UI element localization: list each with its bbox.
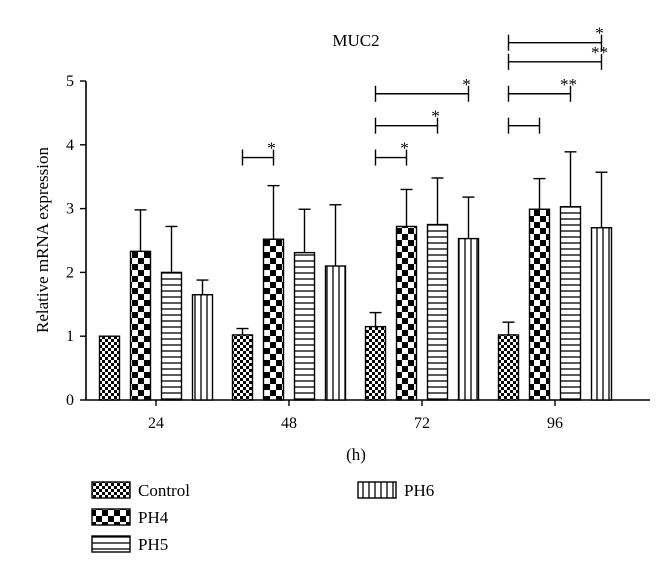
bar-control-48 (231, 334, 254, 401)
y-tick-label: 2 (66, 264, 74, 281)
y-tick-label: 4 (66, 137, 74, 154)
y-axis-title: Relative mRNA expression (33, 146, 52, 333)
y-tick-label: 0 (66, 392, 74, 409)
bar-ph4-72 (395, 225, 418, 401)
significance-label: * (595, 24, 604, 43)
legend-swatch-ph4 (91, 508, 131, 526)
x-axis-title: (h) (346, 445, 366, 464)
x-tick-label: 24 (148, 415, 164, 432)
legend-label-ph5: PH5 (138, 535, 168, 554)
y-tick-label: 5 (66, 73, 74, 90)
significance-label: * (400, 139, 409, 158)
bar-ph5-96 (559, 205, 582, 401)
bar-ph6-96 (590, 227, 613, 401)
legend-label-ph6: PH6 (404, 481, 434, 500)
x-tick-label: 96 (547, 415, 563, 432)
bars (98, 205, 613, 401)
bar-ph4-96 (528, 208, 551, 401)
significance-brackets: * *** ***** (241, 24, 608, 166)
legend-label-control: Control (138, 481, 190, 500)
bar-ph6-72 (457, 237, 480, 401)
x-tick-label: 48 (281, 415, 297, 432)
significance-label: ** (560, 75, 577, 94)
bar-ph6-24 (191, 294, 214, 401)
legend-swatch-control (91, 481, 131, 499)
bar-ph4-24 (129, 250, 152, 401)
bar-control-72 (364, 325, 387, 401)
bar-ph5-48 (293, 251, 316, 401)
bar-control-96 (497, 334, 520, 401)
significance-label: * (267, 139, 276, 158)
significance-label: ** (591, 43, 608, 62)
significance-label: * (431, 107, 440, 126)
x-tick-label: 72 (414, 415, 430, 432)
error-bars (134, 151, 608, 335)
bar-ph5-72 (426, 223, 449, 401)
y-tick-label: 3 (66, 201, 74, 218)
bar-ph5-24 (160, 271, 183, 401)
legend-swatch-ph6 (357, 481, 397, 499)
legend: Control PH4 PH5 PH6 (91, 481, 434, 554)
bar-ph6-48 (324, 265, 347, 401)
chart-title: MUC2 (332, 31, 379, 50)
bar-ph4-48 (262, 238, 285, 401)
bar-control-24 (98, 335, 121, 401)
legend-swatch-ph5 (91, 535, 131, 553)
legend-label-ph4: PH4 (138, 508, 169, 527)
y-tick-label: 1 (66, 328, 74, 345)
significance-label: * (462, 75, 471, 94)
